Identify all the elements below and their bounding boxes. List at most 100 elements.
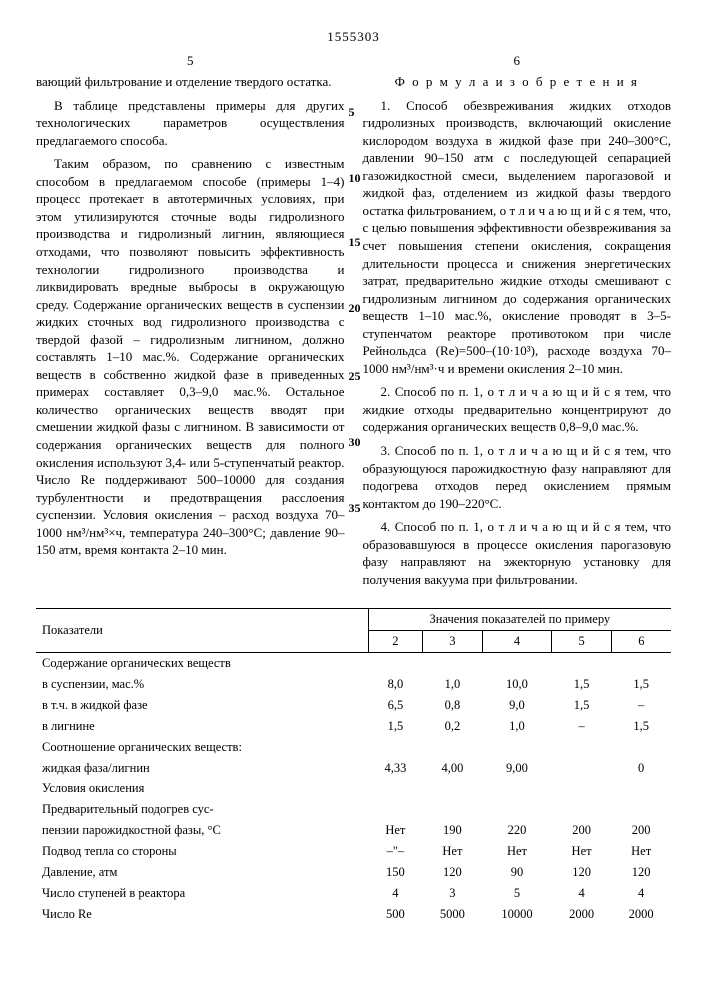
cell [552,778,612,799]
right-col-number: 6 [363,52,672,70]
cell [482,737,552,758]
cell [423,737,483,758]
table-row: в суспензии, мас.%8,01,010,01,51,5 [36,674,671,695]
cell [423,778,483,799]
cell: 1,5 [368,716,423,737]
left-column: 5 вающий фильтрование и отделение твердо… [36,52,345,595]
cell: 120 [423,862,483,883]
cell [368,799,423,820]
th-col: 6 [611,631,671,653]
claim-3: 3. Способ по п. 1, о т л и ч а ю щ и й с… [363,442,672,512]
cell: 150 [368,862,423,883]
table-row: Число Re50050001000020002000 [36,904,671,925]
table-row: Предварительный подогрев сус- [36,799,671,820]
cell: 4 [611,883,671,904]
claim-4: 4. Способ по п. 1, о т л и ч а ю щ и й с… [363,518,672,588]
row-label: в лигнине [36,716,368,737]
cell: 0,8 [423,695,483,716]
cell [368,653,423,674]
cell: 120 [552,862,612,883]
table-row: жидкая фаза/лигнин4,334,009,000 [36,758,671,779]
cell: 3 [423,883,483,904]
cell [368,737,423,758]
lineno: 5 [349,104,355,120]
cell [482,778,552,799]
data-table: Показатели Значения показателей по приме… [36,608,671,924]
cell: 10,0 [482,674,552,695]
cell: 1,5 [611,716,671,737]
cell: 1,0 [423,674,483,695]
cell: 500 [368,904,423,925]
two-column-text: 5 вающий фильтрование и отделение твердо… [36,52,671,595]
row-label: Подвод тепла со стороны [36,841,368,862]
cell [368,778,423,799]
cell: Нет [482,841,552,862]
table-row: в т.ч. в жидкой фазе6,50,89,01,5– [36,695,671,716]
table-row: пензии парожидкостной фазы, °СНет1902202… [36,820,671,841]
claim-1: 1. Способ обезвреживания жидких отходов … [363,97,672,378]
page-number: 1555303 [36,28,671,46]
cell [552,758,612,779]
cell: 1,5 [552,674,612,695]
table-row: Число ступеней в реактора43544 [36,883,671,904]
row-label: Содержание органических веществ [36,653,368,674]
cell: – [611,695,671,716]
cell: Нет [611,841,671,862]
table-body: Содержание органических веществв суспенз… [36,653,671,925]
row-label: Условия окисления [36,778,368,799]
cell [611,799,671,820]
table-row: в лигнине1,50,21,0–1,5 [36,716,671,737]
cell: 9,00 [482,758,552,779]
cell: 6,5 [368,695,423,716]
cell: 2000 [552,904,612,925]
table-row: Соотношение органических веществ: [36,737,671,758]
cell: 120 [611,862,671,883]
th-col: 4 [482,631,552,653]
claim-2: 2. Способ по п. 1, о т л и ч а ю щ и й с… [363,383,672,436]
row-label: в суспензии, мас.% [36,674,368,695]
cell: 5 [482,883,552,904]
table-row: Содержание органических веществ [36,653,671,674]
lineno: 15 [349,234,361,250]
lineno: 25 [349,368,361,384]
th-col: 5 [552,631,612,653]
cell: 1,5 [552,695,612,716]
row-label: пензии парожидкостной фазы, °С [36,820,368,841]
th-values: Значения показателей по примеру [368,609,671,631]
th-col: 3 [423,631,483,653]
formula-title: Ф о р м у л а и з о б р е т е н и я [363,73,672,91]
table-row: Условия окисления [36,778,671,799]
cell: 190 [423,820,483,841]
cell: 4,33 [368,758,423,779]
cell [552,799,612,820]
cell: 2000 [611,904,671,925]
cell: 4 [552,883,612,904]
cell: 9,0 [482,695,552,716]
th-indicators: Показатели [36,609,368,653]
row-label: в т.ч. в жидкой фазе [36,695,368,716]
cell [423,799,483,820]
cell: 4,00 [423,758,483,779]
row-label: Предварительный подогрев сус- [36,799,368,820]
lineno: 20 [349,300,361,316]
row-label: Давление, атм [36,862,368,883]
lineno: 10 [349,170,361,186]
right-column: 5 10 15 20 25 30 35 6 Ф о р м у л а и з … [363,52,672,595]
cell [482,653,552,674]
left-p3: Таким образом, по сравнению с известным … [36,155,345,559]
row-label: Число ступеней в реактора [36,883,368,904]
cell [611,653,671,674]
cell [552,737,612,758]
cell [552,653,612,674]
cell [611,778,671,799]
cell: 4 [368,883,423,904]
row-label: Соотношение органических веществ: [36,737,368,758]
table-row: Подвод тепла со стороны–"–НетНетНетНет [36,841,671,862]
cell: 1,0 [482,716,552,737]
lineno: 35 [349,500,361,516]
cell [482,799,552,820]
left-p2: В таблице представлены примеры для други… [36,97,345,150]
cell: –"– [368,841,423,862]
cell: 1,5 [611,674,671,695]
lineno: 30 [349,434,361,450]
